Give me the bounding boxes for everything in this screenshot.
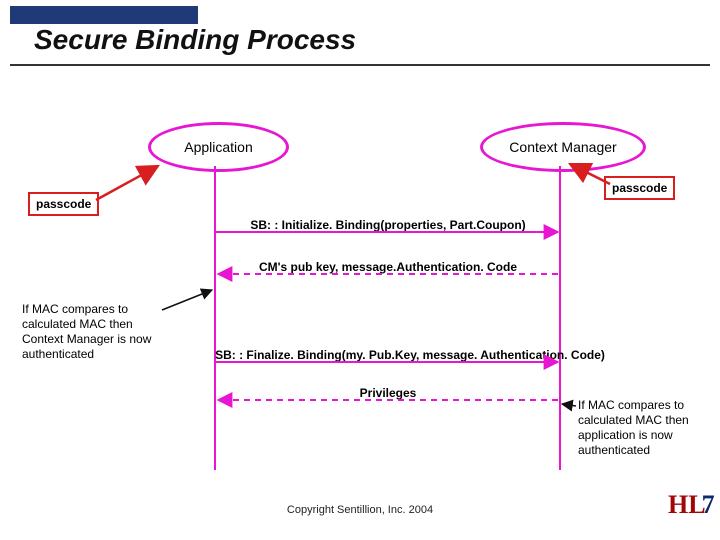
page-title: Secure Binding Process <box>34 24 356 56</box>
msg-label-4: Privileges <box>220 386 556 400</box>
passcode-box-right: passcode <box>604 176 675 200</box>
passcode-box-left: passcode <box>28 192 99 216</box>
logo-h: H <box>668 490 688 519</box>
node-context-manager: Context Manager <box>480 122 646 172</box>
header-bar <box>10 6 198 24</box>
msg-label-2: CM's pub key, message.Authentication. Co… <box>220 260 556 274</box>
title-underline <box>10 64 710 66</box>
logo-7: 7 <box>702 490 715 519</box>
copyright: Copyright Sentillion, Inc. 2004 <box>0 504 720 516</box>
node-application: Application <box>148 122 289 172</box>
hl7-logo: HL7 <box>668 492 719 518</box>
passcode-label-right: passcode <box>612 181 667 195</box>
lifeline-application <box>214 166 216 470</box>
passcode-label-left: passcode <box>36 197 91 211</box>
lifeline-context-manager <box>559 166 561 470</box>
note-left: If MAC compares to calculated MAC then C… <box>22 302 162 362</box>
node-context-manager-label: Context Manager <box>509 139 616 155</box>
msg-label-1: SB: : Initialize. Binding(properties, Pa… <box>220 218 556 232</box>
node-application-label: Application <box>184 139 253 155</box>
note-right: If MAC compares to calculated MAC then a… <box>578 398 708 458</box>
msg-label-3: SB: : Finalize. Binding(my. Pub.Key, mes… <box>210 348 610 362</box>
